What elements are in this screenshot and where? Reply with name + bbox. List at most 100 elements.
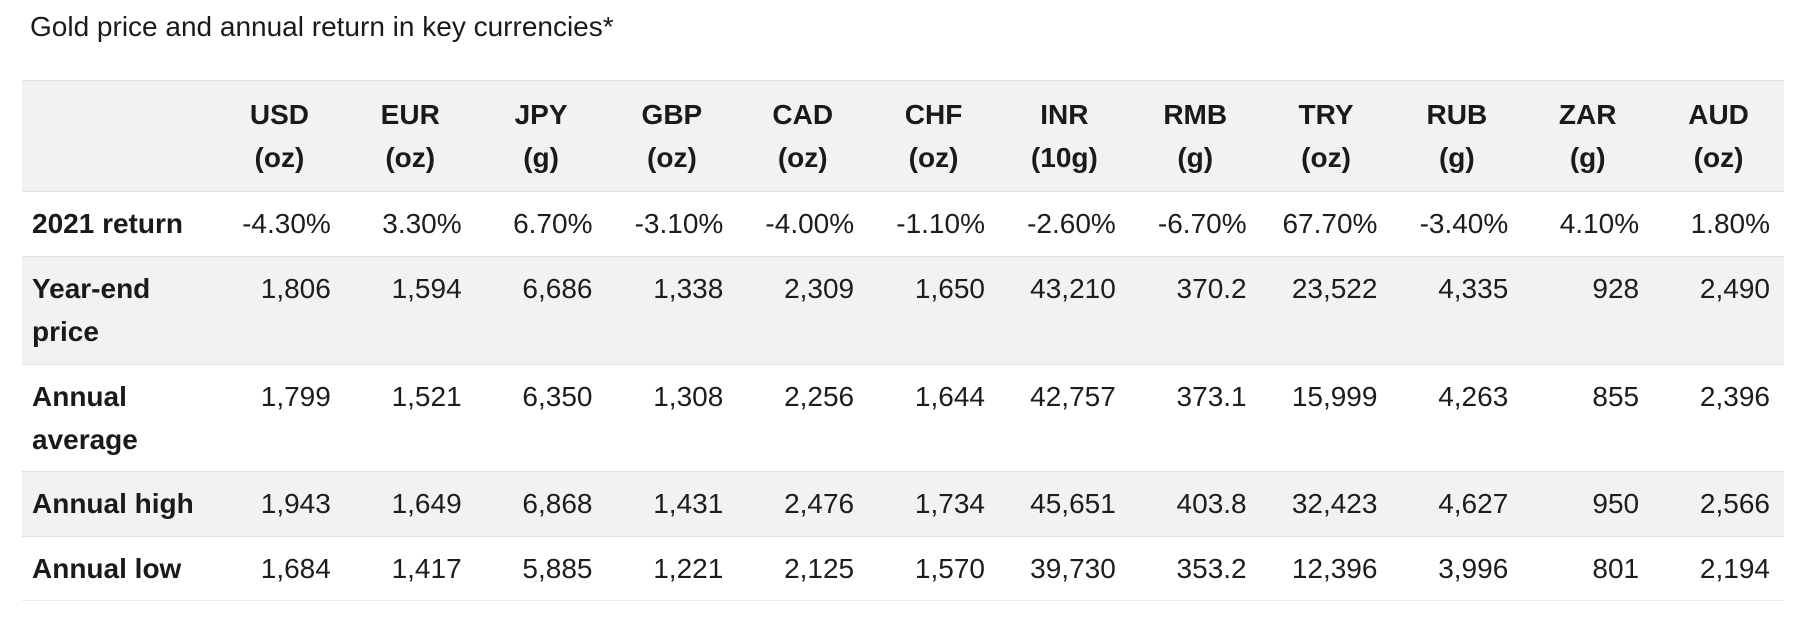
table-row: Annual average 1,799 1,521 6,350 1,308 2,256 1… [22, 364, 1784, 472]
cell-inr: 39,730 [1030, 552, 1116, 584]
cell-try: 12,396 [1291, 552, 1378, 584]
cell-jpy: 5,885 [522, 552, 593, 584]
cell-inr: 45,651 [1030, 488, 1116, 520]
cell-try: 32,423 [1291, 488, 1378, 520]
cell-zar: 4.10% [1559, 208, 1640, 240]
currency-unit: (oz) [254, 141, 305, 173]
currency-unit: (10g) [1030, 141, 1098, 173]
cell-try: 15,999 [1291, 380, 1378, 412]
cell-inr: 42,757 [1030, 380, 1116, 412]
column-header-jpy: JPY (g) [476, 80, 607, 192]
currency-unit: (oz) [647, 141, 697, 173]
currency-code: EUR [380, 98, 440, 130]
cell-rub: -3.40% [1419, 208, 1509, 240]
cell-usd: 1,943 [260, 488, 331, 520]
column-header-usd: USD (oz) [214, 80, 345, 192]
cell-inr: 43,210 [1030, 272, 1116, 304]
currency-code: AUD [1688, 98, 1749, 130]
cell-jpy: 6,868 [522, 488, 593, 520]
column-header-rmb: RMB (g) [1130, 80, 1261, 192]
cell-usd: 1,799 [260, 380, 331, 412]
cell-rmb: -6.70% [1157, 208, 1247, 240]
cell-eur: 1,594 [391, 272, 462, 304]
cell-aud: 2,566 [1699, 488, 1770, 520]
table-body: 2021 return -4.30% 3.30% 6.70% -3.10% -4.00% -… [22, 191, 1784, 601]
currency-unit: (g) [1438, 141, 1475, 173]
currency-unit: (g) [1569, 141, 1606, 173]
cell-zar: 855 [1592, 380, 1640, 412]
currency-unit: (oz) [908, 141, 959, 173]
cell-cad: 2,125 [784, 552, 855, 584]
column-header-eur: EUR (oz) [345, 80, 476, 192]
cell-rub: 4,627 [1438, 488, 1509, 520]
cell-usd: -4.30% [242, 208, 331, 240]
cell-gbp: -3.10% [634, 208, 724, 240]
cell-cad: 2,476 [784, 488, 855, 520]
cell-jpy: 6,350 [522, 380, 593, 412]
cell-eur: 3.30% [382, 208, 462, 240]
cell-gbp: 1,308 [653, 380, 724, 412]
cell-aud: 1.80% [1690, 208, 1770, 240]
table-row: Annual high 1,943 1,649 6,868 1,431 2,476 1,73… [22, 471, 1784, 537]
currency-code: CAD [772, 98, 834, 130]
cell-jpy: 6,686 [522, 272, 593, 304]
currency-unit: (oz) [777, 141, 828, 173]
cell-gbp: 1,221 [653, 552, 724, 584]
row-label: Annual average [32, 380, 138, 455]
currency-code: RUB [1426, 98, 1488, 130]
currency-unit: (oz) [1301, 141, 1351, 173]
cell-usd: 1,806 [260, 272, 331, 304]
cell-chf: -1.10% [896, 208, 985, 240]
row-label: Year-end price [32, 272, 151, 348]
currency-code: CHF [904, 98, 963, 130]
row-label: 2021 return [32, 208, 183, 240]
cell-jpy: 6.70% [513, 208, 593, 240]
cell-rmb: 353.2 [1176, 552, 1247, 584]
cell-try: 67.70% [1282, 208, 1378, 240]
header-row: USD (oz) EUR (oz) JPY (g) GBP (oz) CAD (oz) CHF (oz… [22, 80, 1784, 192]
currency-code: USD [249, 98, 309, 130]
table-row: Annual low 1,684 1,417 5,885 1,221 2,125 1,570… [22, 536, 1784, 600]
cell-rub: 4,335 [1438, 272, 1509, 304]
currency-unit: (oz) [385, 141, 436, 173]
cell-chf: 1,734 [914, 488, 985, 520]
row-label: Annual low [32, 552, 182, 584]
cell-zar: 950 [1592, 488, 1640, 520]
cell-chf: 1,570 [914, 552, 985, 584]
row-label: Annual high [32, 488, 194, 520]
cell-cad: 2,256 [784, 380, 855, 412]
currency-code: TRY [1298, 98, 1354, 130]
cell-rmb: 403.8 [1176, 488, 1247, 520]
cell-eur: 1,417 [391, 552, 462, 584]
column-header-chf: CHF (oz) [868, 80, 999, 192]
cell-rmb: 370.2 [1176, 272, 1247, 304]
cell-chf: 1,650 [914, 272, 985, 304]
cell-rub: 4,263 [1438, 380, 1509, 412]
cell-zar: 801 [1592, 552, 1640, 584]
column-header-inr: INR (10g) [999, 80, 1130, 192]
column-header-try: TRY (oz) [1261, 80, 1392, 192]
cell-usd: 1,684 [260, 552, 331, 584]
column-header-rub: RUB (g) [1391, 80, 1522, 192]
table-row: 2021 return -4.30% 3.30% 6.70% -3.10% -4.00% -… [22, 191, 1784, 256]
cell-aud: 2,194 [1699, 552, 1770, 584]
cell-rmb: 373.1 [1176, 380, 1247, 412]
currency-code: GBP [641, 98, 703, 130]
column-header-gbp: GBP (oz) [606, 80, 737, 192]
corner-cell [22, 80, 214, 192]
currency-unit: (oz) [1693, 141, 1744, 173]
cell-aud: 2,490 [1699, 272, 1770, 304]
table-header: USD (oz) EUR (oz) JPY (g) GBP (oz) CAD (oz) CHF (oz… [22, 80, 1784, 192]
cell-eur: 1,649 [391, 488, 462, 520]
cell-aud: 2,396 [1699, 380, 1770, 412]
column-header-aud: AUD (oz) [1653, 80, 1784, 192]
page-title: Gold price and annual return in key curr… [30, 11, 614, 42]
cell-gbp: 1,431 [653, 488, 724, 520]
currency-unit: (g) [523, 141, 559, 173]
column-header-zar: ZAR (g) [1522, 80, 1653, 192]
currency-unit: (g) [1177, 141, 1214, 173]
table-row: Year-end price 1,806 1,594 6,686 1,338 2,309 1… [22, 256, 1784, 365]
currency-code: JPY [514, 98, 568, 130]
cell-gbp: 1,338 [653, 272, 724, 304]
